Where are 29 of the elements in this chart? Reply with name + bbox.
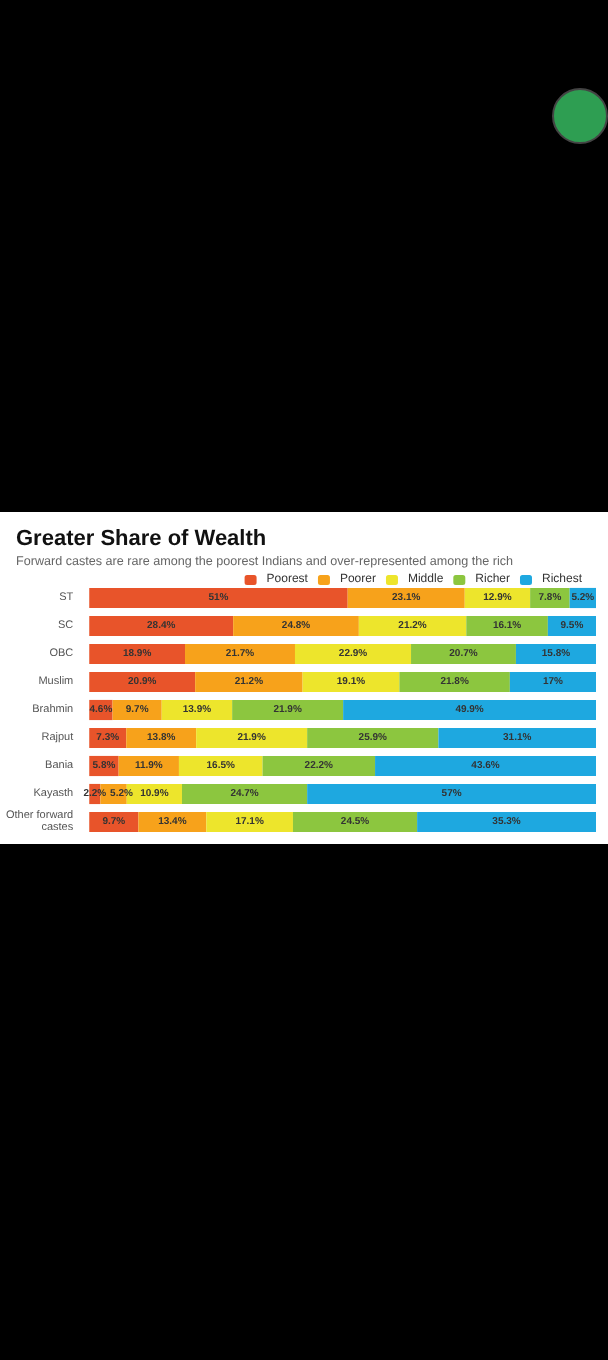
bar	[292, 811, 418, 833]
bar	[358, 615, 467, 637]
bar	[89, 615, 234, 637]
bar	[185, 643, 295, 665]
bar	[294, 643, 412, 665]
bar	[438, 727, 596, 749]
bar	[181, 783, 308, 805]
bar	[195, 671, 303, 693]
bar	[411, 643, 516, 665]
bar	[347, 587, 465, 609]
bar	[232, 699, 344, 721]
bar	[417, 811, 596, 833]
chart-title: Greater Share of Wealth	[16, 527, 267, 551]
bar	[375, 755, 596, 777]
bar	[307, 727, 439, 749]
bar	[399, 671, 510, 693]
bar	[89, 671, 196, 693]
bar	[509, 671, 596, 693]
bar	[233, 615, 359, 637]
bar	[515, 643, 596, 665]
bar	[466, 615, 548, 637]
bar	[343, 699, 596, 721]
bar	[206, 811, 293, 833]
bar	[196, 727, 308, 749]
bar	[307, 783, 596, 805]
bar	[89, 643, 186, 665]
bar	[178, 755, 263, 777]
bar	[302, 671, 400, 693]
bar	[262, 755, 376, 777]
